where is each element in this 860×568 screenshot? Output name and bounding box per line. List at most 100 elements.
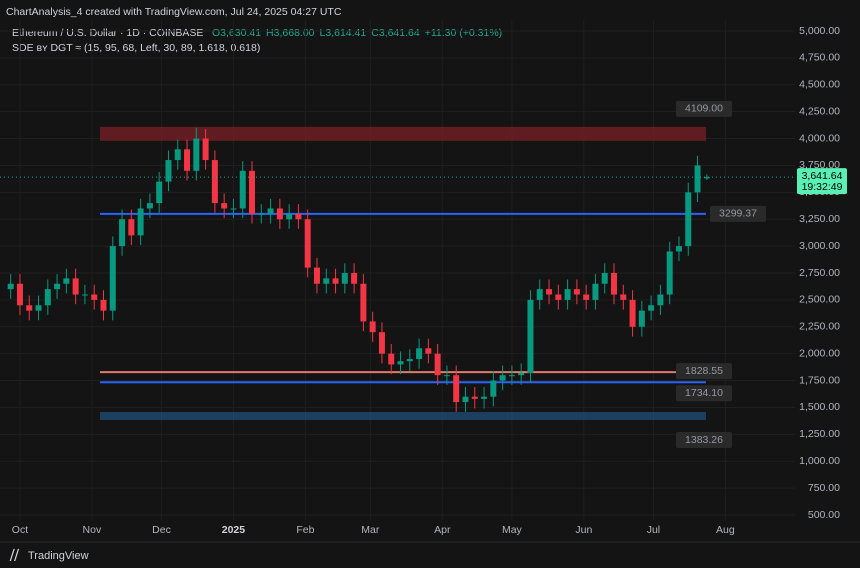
level-label: 3299.37 xyxy=(719,208,757,220)
candle-body xyxy=(629,299,636,327)
last-price-label: 3,641.64 xyxy=(802,170,843,182)
candle-body xyxy=(443,375,450,377)
level-label-box xyxy=(676,100,732,117)
candle-body xyxy=(481,396,488,399)
candle-body xyxy=(174,149,181,161)
candle-body xyxy=(184,149,191,171)
candle-body xyxy=(323,278,330,284)
candle-body xyxy=(397,361,404,365)
candle-body xyxy=(295,213,302,220)
candle-body xyxy=(351,273,358,284)
y-tick-label: 2,500.00 xyxy=(799,294,840,306)
x-tick-label: Feb xyxy=(296,524,314,536)
last-price-box xyxy=(797,168,847,195)
level-label-box xyxy=(676,432,732,449)
candle-body xyxy=(332,278,339,284)
x-tick-label: Apr xyxy=(434,524,451,536)
x-tick-label: Mar xyxy=(361,524,380,536)
candle-body xyxy=(666,251,673,295)
candle-body xyxy=(7,283,14,290)
ohlc-label: +11.30 (+0.31%) xyxy=(425,27,502,39)
candle-body xyxy=(675,246,682,252)
ohlc-label: L3,614.41 xyxy=(320,27,367,39)
candle-body xyxy=(546,289,553,295)
y-tick-label: 1,750.00 xyxy=(799,374,840,386)
level-label-box xyxy=(710,205,766,222)
footer-logo: ⧸⧸ xyxy=(9,547,19,562)
level-label: 4109.00 xyxy=(685,103,723,115)
ohlc-label: C3,641.64 xyxy=(371,27,420,39)
x-tick-label: May xyxy=(502,524,523,536)
candle-body xyxy=(471,396,478,399)
candle-body xyxy=(16,283,23,306)
x-tick-label: Nov xyxy=(83,524,102,536)
candle-body xyxy=(369,321,376,333)
candle-body xyxy=(202,138,209,161)
y-tick-label: 750.00 xyxy=(808,482,840,494)
level-zone xyxy=(100,126,706,141)
candle-body xyxy=(564,289,571,300)
candle-body xyxy=(267,208,274,214)
candle-body xyxy=(63,278,70,284)
candle-body xyxy=(156,181,163,204)
candle-body xyxy=(341,273,348,284)
y-tick-label: 3,250.00 xyxy=(799,213,840,225)
candle-body xyxy=(146,203,153,209)
candle-body xyxy=(434,353,441,376)
candle-body xyxy=(508,375,515,377)
y-tick-label: 1,250.00 xyxy=(799,428,840,440)
candle-body xyxy=(276,208,283,220)
candle-body xyxy=(91,294,98,300)
chart-title: Ethereum / U.S. Dollar · 1D · COINBASE xyxy=(12,27,203,39)
candle-body xyxy=(490,380,497,397)
candle-body xyxy=(601,273,608,284)
candle-body xyxy=(72,278,79,295)
y-tick-label: 2,250.00 xyxy=(799,321,840,333)
countdown: 19:32:49 xyxy=(802,181,843,193)
candle-body xyxy=(221,203,228,209)
x-tick-label: Dec xyxy=(152,524,171,536)
candle-body xyxy=(499,375,506,381)
candle-body xyxy=(527,299,534,374)
x-tick-label: Oct xyxy=(12,524,28,536)
level-label: 1734.10 xyxy=(685,387,723,399)
y-tick-label: 3,000.00 xyxy=(799,240,840,252)
x-tick-label: Aug xyxy=(716,524,735,536)
indicator: SDE ʙʏ DGT ≈ (15, 95, 68, Left, 30, 89, … xyxy=(12,42,260,54)
candle-body xyxy=(26,305,33,311)
y-tick-label: 2,000.00 xyxy=(799,347,840,359)
ohlc-label: O3,630.41 xyxy=(212,27,261,39)
y-tick-label: 1,500.00 xyxy=(799,401,840,413)
candle-body xyxy=(378,332,385,354)
candle-body xyxy=(620,294,627,300)
candle-body xyxy=(583,294,590,300)
x-tick-label: Jul xyxy=(647,524,660,536)
y-tick-label: 2,750.00 xyxy=(799,267,840,279)
level-label-box xyxy=(676,363,732,380)
candle-body xyxy=(638,310,645,327)
candle-body xyxy=(137,208,144,236)
candle-body xyxy=(100,299,107,311)
y-tick-label: 5,000.00 xyxy=(799,25,840,37)
candle-body xyxy=(416,348,423,360)
level-zone xyxy=(100,412,706,421)
candle-body xyxy=(657,294,664,306)
candle-body xyxy=(685,192,692,247)
candle-body xyxy=(360,283,367,322)
level-label-box xyxy=(676,385,732,402)
y-tick-label: 1,000.00 xyxy=(799,455,840,467)
candle-body xyxy=(230,208,237,210)
candle-body xyxy=(165,160,172,182)
candle-body xyxy=(536,289,543,300)
candle-body xyxy=(109,246,116,311)
candle-body xyxy=(555,294,562,300)
candle-body xyxy=(211,160,218,204)
candle-body xyxy=(81,294,88,296)
level-label: 1383.26 xyxy=(685,434,723,446)
candle-body xyxy=(286,213,293,220)
candle-body xyxy=(388,353,395,365)
candle-body xyxy=(258,213,265,215)
y-tick-label: 4,500.00 xyxy=(799,79,840,91)
